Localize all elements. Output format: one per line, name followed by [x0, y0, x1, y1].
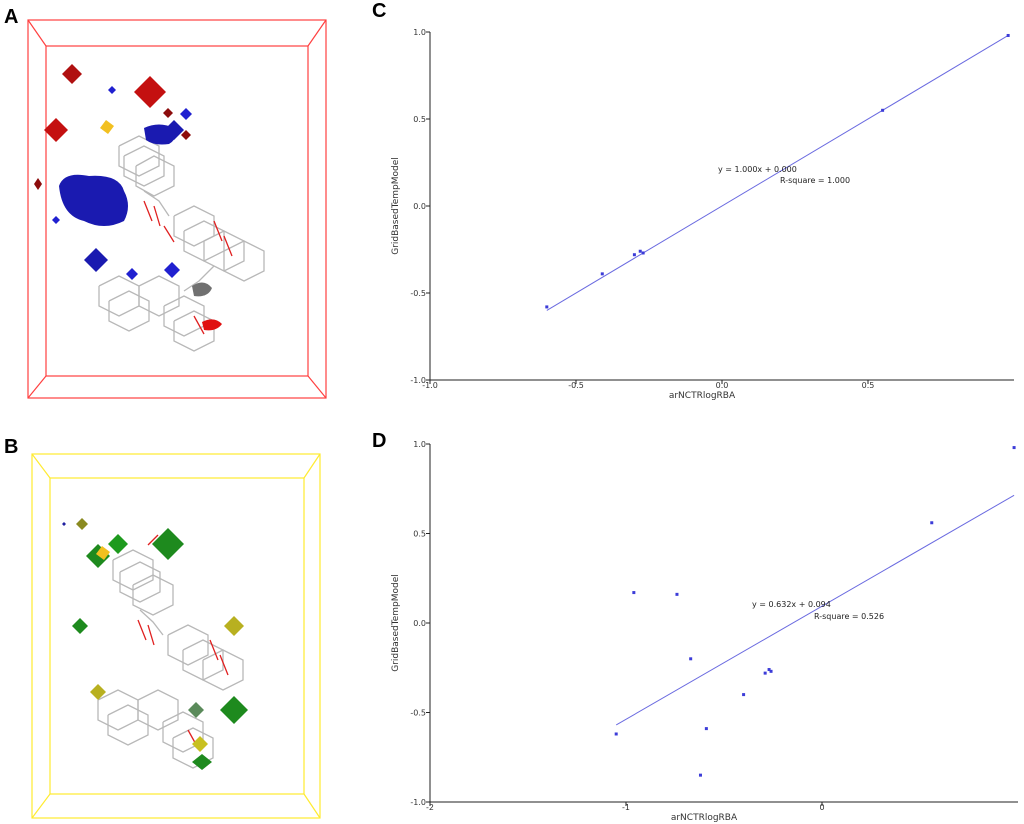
panel-letter-d: D	[372, 430, 387, 452]
x-tick-label: -1.0	[422, 381, 438, 390]
r-square-label: R-square = 0.526	[814, 612, 884, 621]
data-point	[742, 693, 746, 697]
data-point	[600, 272, 604, 276]
field-contours-a	[34, 64, 222, 331]
data-point	[1012, 446, 1016, 450]
bounding-box-b	[31, 453, 321, 819]
y-tick-label: -0.5	[410, 709, 426, 718]
x-axis-title: arNCTRlogRBA	[671, 813, 738, 823]
regression-line	[546, 35, 1009, 311]
molecular-field-map-a	[27, 19, 327, 399]
data-point	[545, 305, 549, 309]
data-point	[698, 773, 702, 777]
panel-letter-b: B	[4, 436, 19, 458]
data-point	[632, 253, 636, 257]
molecular-field-map-b	[31, 453, 321, 819]
x-tick-label: 0.0	[716, 381, 729, 390]
field-contours-b	[62, 518, 248, 770]
scatter-chart-c: -1.0 -0.5 0.0 0.5 1.0 -1.0 -0.5 0.0 0.5 arNCTRlog…	[391, 28, 1014, 401]
data-point	[769, 669, 773, 673]
equation-label: y = 1.000x + 0.000	[718, 165, 797, 174]
data-point	[641, 251, 645, 255]
molecule-oxygen-bonds-b	[137, 534, 229, 749]
y-tick-label: -1.0	[410, 798, 426, 807]
x-tick-label: -1	[622, 803, 630, 812]
data-point	[704, 727, 708, 731]
data-point	[675, 592, 679, 596]
data-point	[1006, 33, 1010, 37]
data-point	[689, 657, 693, 661]
data-point	[930, 521, 934, 525]
data-point	[614, 732, 618, 736]
y-axis-title: GridBasedTempModel	[391, 574, 401, 672]
y-tick-label: 0.0	[413, 202, 426, 211]
x-tick-label: -2	[426, 803, 434, 812]
data-point	[632, 591, 636, 595]
scatter-chart-d: -1.0 -0.5 0.0 0.5 1.0 -2 -1 0 arNCTRlogRBA GridBa…	[391, 440, 1018, 823]
data-point	[767, 668, 771, 672]
bounding-box-a	[27, 19, 327, 399]
y-tick-label: 1.0	[413, 440, 426, 449]
x-axis-title: arNCTRlogRBA	[669, 391, 736, 401]
y-tick-label: 0.0	[413, 619, 426, 628]
molecule-oxygen-bonds-a	[143, 200, 233, 335]
panel-letter-c: C	[372, 0, 387, 22]
molecule-skeleton-a	[98, 135, 265, 352]
y-tick-label: -0.5	[410, 289, 426, 298]
y-tick-label: -1.0	[410, 376, 426, 385]
y-tick-label: 1.0	[413, 28, 426, 37]
y-tick-label: 0.5	[413, 530, 426, 539]
x-tick-label: -0.5	[568, 381, 584, 390]
y-tick-label: 0.5	[413, 115, 426, 124]
x-tick-label: 0	[819, 803, 824, 812]
x-tick-label: 0.5	[862, 381, 875, 390]
regression-line	[615, 494, 1015, 726]
data-point	[638, 249, 642, 253]
equation-label: y = 0.632x + 0.094	[752, 600, 831, 609]
data-point	[881, 108, 885, 112]
r-square-label: R-square = 1.000	[780, 176, 850, 185]
data-point	[763, 671, 767, 675]
y-axis-title: GridBasedTempModel	[391, 157, 401, 255]
panel-letter-a: A	[4, 6, 19, 28]
